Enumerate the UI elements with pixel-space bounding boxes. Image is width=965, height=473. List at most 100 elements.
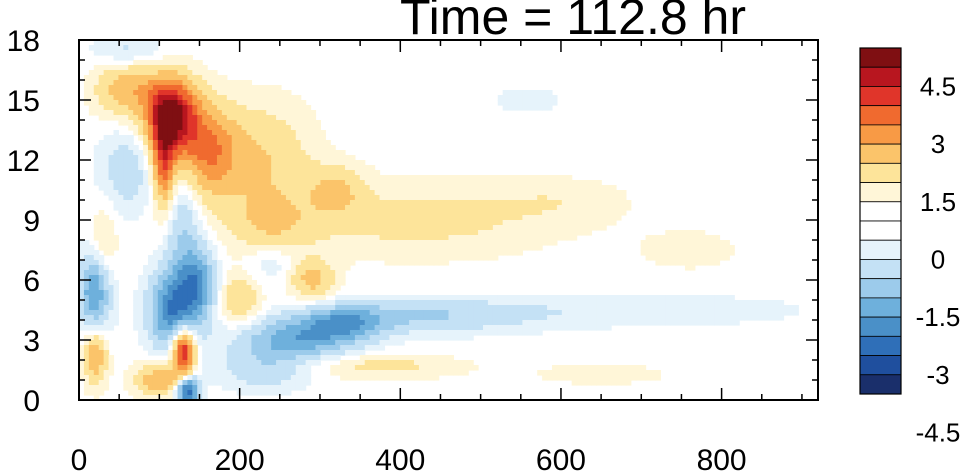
heat-cell (133, 395, 139, 401)
heat-cell (542, 300, 548, 306)
heat-cell (187, 115, 193, 121)
heat-cell (118, 115, 124, 121)
heat-cell (551, 210, 558, 216)
heat-cell (152, 165, 159, 171)
heat-cell (616, 200, 622, 206)
heat-cell (226, 165, 233, 171)
heat-cell (147, 285, 154, 291)
heat-cell (256, 390, 262, 396)
heat-cell (551, 235, 558, 241)
heat-cell (202, 80, 208, 86)
heat-cell (414, 320, 420, 326)
heat-cell (261, 330, 267, 336)
heat-cell (285, 150, 292, 156)
heat-cell (788, 305, 794, 311)
heat-cell (251, 285, 257, 291)
heat-cell (345, 155, 351, 161)
heat-cell (103, 190, 110, 196)
heat-cell (305, 265, 312, 271)
heat-cell (231, 155, 238, 161)
heat-cell (458, 365, 464, 371)
heat-cell (335, 355, 341, 361)
heat-cell (207, 280, 213, 286)
heat-cell (463, 320, 469, 326)
heat-cell (261, 145, 267, 151)
heat-cell (414, 255, 420, 261)
heat-cell (108, 225, 115, 231)
heat-cell (241, 240, 248, 246)
heat-cell (547, 100, 553, 106)
heat-cell (473, 325, 479, 331)
heat-cell (271, 245, 277, 251)
heat-cell (182, 100, 188, 106)
heat-cell (182, 215, 188, 221)
heat-cell (473, 255, 479, 261)
heat-cell (162, 255, 169, 261)
heat-cell (473, 200, 479, 206)
heat-cell (325, 155, 331, 161)
heat-cell (310, 260, 317, 266)
heat-cell (650, 245, 657, 251)
heat-cell (236, 110, 243, 116)
heat-cell (433, 360, 440, 366)
heat-cell (443, 360, 450, 366)
heat-cell (88, 390, 95, 396)
heat-cell (468, 335, 474, 341)
heat-cell (187, 105, 193, 111)
heat-cell (202, 290, 208, 296)
heat-cell (517, 230, 523, 236)
heat-cell (512, 305, 519, 311)
heat-cell (423, 225, 430, 231)
heat-cell (310, 250, 317, 256)
heat-cell (404, 230, 410, 236)
heat-cell (251, 225, 257, 231)
heat-cell (487, 225, 494, 231)
heat-cell (152, 170, 159, 176)
heat-cell (182, 300, 188, 306)
heat-cell (157, 295, 164, 301)
heat-cell (187, 70, 193, 76)
heat-cell (207, 355, 213, 361)
heat-cell (157, 395, 164, 401)
heat-cell (399, 210, 405, 216)
heat-cell (103, 85, 110, 91)
heat-cell (522, 200, 528, 206)
heat-cell (207, 305, 213, 311)
heat-cell (79, 315, 85, 321)
heat-cell (463, 195, 469, 201)
heat-cell (231, 130, 238, 136)
heat-cell (354, 170, 361, 176)
heat-cell (650, 250, 657, 256)
heat-cell (502, 310, 509, 316)
heat-cell (601, 205, 607, 211)
heat-cell (364, 185, 371, 191)
heat-cell (79, 360, 85, 366)
heat-cell (551, 240, 558, 246)
heat-cell (108, 150, 115, 156)
heat-cell (458, 335, 464, 341)
heat-cell (167, 90, 174, 96)
heat-cell (453, 255, 459, 261)
heat-cell (512, 330, 519, 336)
heat-cell (177, 115, 184, 121)
heat-cell (330, 335, 336, 341)
heat-cell (542, 220, 548, 226)
heat-cell (330, 365, 336, 371)
heat-cell (448, 185, 455, 191)
heat-cell (207, 160, 213, 166)
heat-cell (167, 130, 174, 136)
heat-cell (192, 255, 198, 261)
heat-cell (340, 365, 346, 371)
heat-cell (251, 145, 257, 151)
heat-cell (202, 235, 208, 241)
heat-cell (532, 205, 538, 211)
heat-cell (704, 245, 711, 251)
heat-cell (167, 375, 174, 381)
heat-cell (354, 210, 361, 216)
heat-cell (177, 265, 184, 271)
heat-cell (276, 175, 282, 181)
heat-cell (207, 105, 213, 111)
heat-cell (256, 115, 262, 121)
heat-cell (152, 335, 159, 341)
heat-cell (172, 80, 179, 86)
